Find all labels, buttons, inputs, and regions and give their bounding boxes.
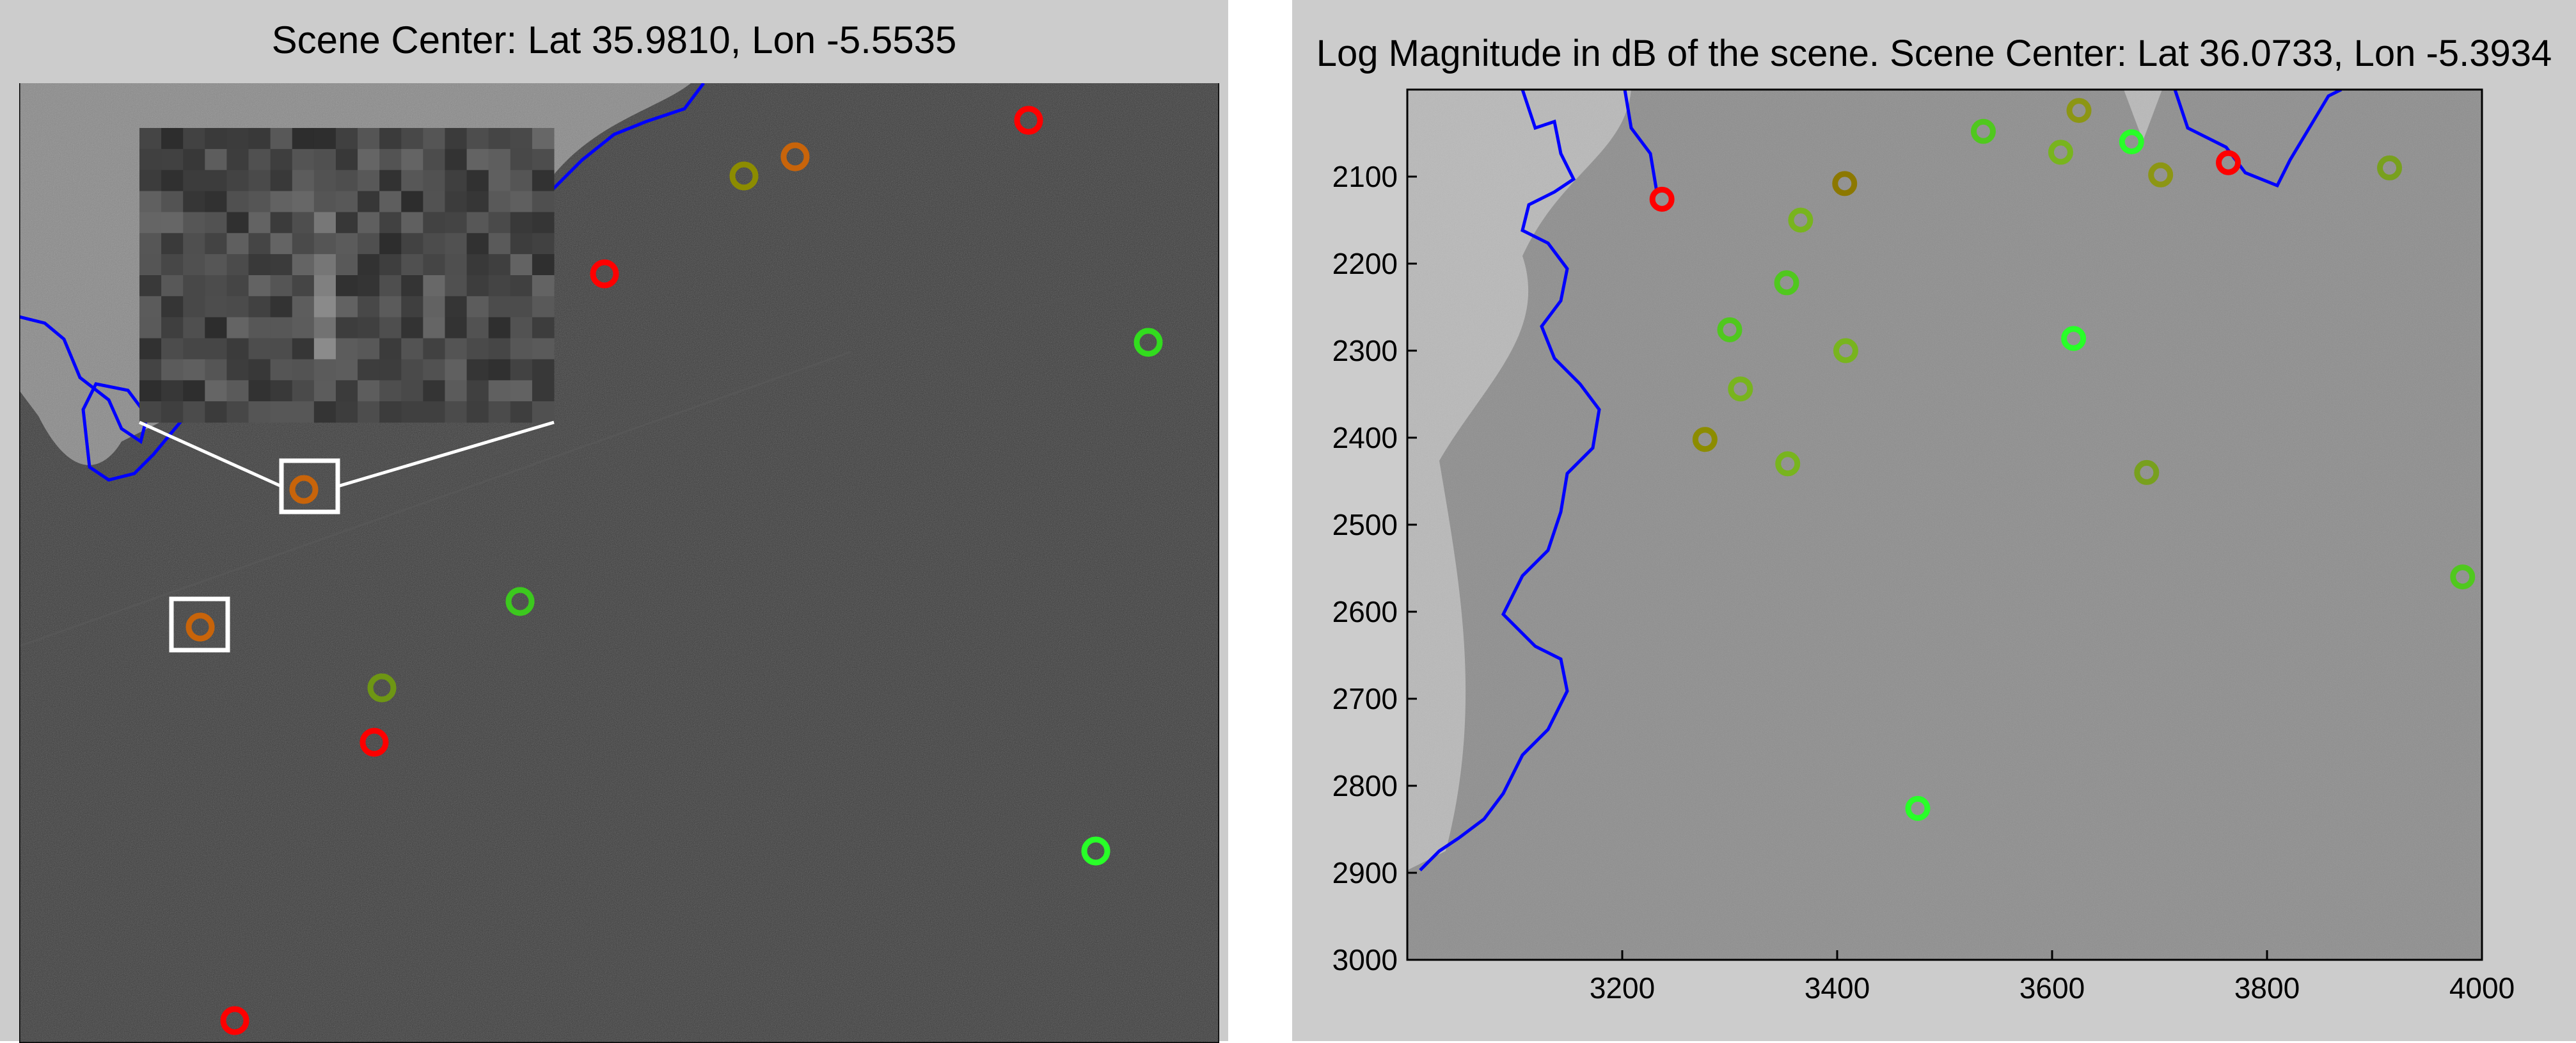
ship-marker[interactable]	[367, 673, 397, 703]
coastline	[1623, 90, 1659, 193]
y-tick-label: 2300	[1332, 334, 1398, 367]
y-tick-label: 2900	[1332, 856, 1398, 889]
left-figure-panel: Scene Center: Lat 35.9810, Lon -5.5535	[0, 0, 1228, 1043]
coastline	[2173, 90, 2343, 188]
left-figure-title: Scene Center: Lat 35.9810, Lon -5.5535	[271, 19, 957, 61]
ship-marker[interactable]	[729, 161, 759, 191]
zoom-inset	[138, 128, 555, 488]
x-tick-label: 3200	[1590, 971, 1655, 1005]
ship-marker[interactable]	[2066, 98, 2092, 123]
x-tick-label: 3600	[2019, 971, 2085, 1005]
ship-marker[interactable]	[360, 728, 389, 757]
ship-marker[interactable]	[289, 475, 319, 504]
ship-marker[interactable]	[1728, 376, 1753, 402]
ship-marker[interactable]	[505, 587, 535, 616]
y-tick-label: 2400	[1332, 421, 1398, 454]
ship-marker[interactable]	[780, 142, 810, 171]
ship-marker[interactable]	[2216, 150, 2241, 175]
ship-marker[interactable]	[2048, 139, 2073, 165]
ship-marker[interactable]	[186, 612, 215, 642]
x-tick-label: 3800	[2234, 971, 2300, 1005]
y-tick-label: 3000	[1332, 943, 1398, 976]
ship-marker[interactable]	[590, 259, 619, 289]
selection-box[interactable]	[169, 596, 230, 653]
ship-marker[interactable]	[1970, 118, 1996, 144]
right-sar-image[interactable]: 3200 3400 3600 3800 4000 2100 2200 2300 2400 250…	[1292, 0, 2576, 1041]
ship-marker[interactable]	[1788, 207, 1813, 233]
left-sar-image[interactable]	[19, 83, 1219, 1043]
x-tick-label: 4000	[2449, 971, 2515, 1005]
y-tick-label: 2800	[1332, 769, 1398, 802]
ship-marker[interactable]	[1774, 270, 1799, 296]
y-tick-label: 2700	[1332, 682, 1398, 715]
ship-marker[interactable]	[1832, 171, 1858, 196]
ship-marker[interactable]	[1905, 795, 1931, 821]
y-tick-label: 2100	[1332, 160, 1398, 193]
ship-marker[interactable]	[2148, 162, 2174, 187]
ship-marker[interactable]	[2450, 564, 2476, 590]
ship-marker[interactable]	[2134, 459, 2160, 485]
ship-marker[interactable]	[220, 1006, 249, 1035]
ship-marker[interactable]	[1134, 328, 1163, 357]
ship-marker[interactable]	[1692, 427, 1718, 452]
ship-marker[interactable]	[1775, 451, 1801, 477]
ship-marker[interactable]	[1833, 338, 1858, 363]
ship-marker[interactable]	[1717, 317, 1742, 342]
x-tick-label: 3400	[1805, 971, 1870, 1005]
ship-marker[interactable]	[1649, 186, 1675, 212]
y-axis: 2100 2200 2300 2400 2500 2600 2700 2800 2900 3000	[1332, 160, 1417, 976]
right-figure-title: Log Magnitude in dB of the scene. Scene …	[1316, 33, 2552, 74]
right-ship-markers	[1649, 98, 2476, 821]
left-ship-markers	[186, 106, 1163, 1035]
y-tick-label: 2200	[1332, 247, 1398, 280]
right-figure-panel: Log Magnitude in dB of the scene. Scene …	[1292, 0, 2576, 1041]
ship-marker[interactable]	[1014, 106, 1043, 135]
coastline	[1419, 90, 1601, 872]
y-tick-label: 2600	[1332, 595, 1398, 628]
x-axis: 3200 3400 3600 3800 4000	[1590, 950, 2515, 1005]
y-tick-label: 2500	[1332, 508, 1398, 541]
ship-marker[interactable]	[1081, 836, 1110, 866]
ship-marker[interactable]	[2377, 155, 2403, 180]
ship-marker[interactable]	[2119, 129, 2144, 155]
ship-marker[interactable]	[2061, 326, 2087, 351]
